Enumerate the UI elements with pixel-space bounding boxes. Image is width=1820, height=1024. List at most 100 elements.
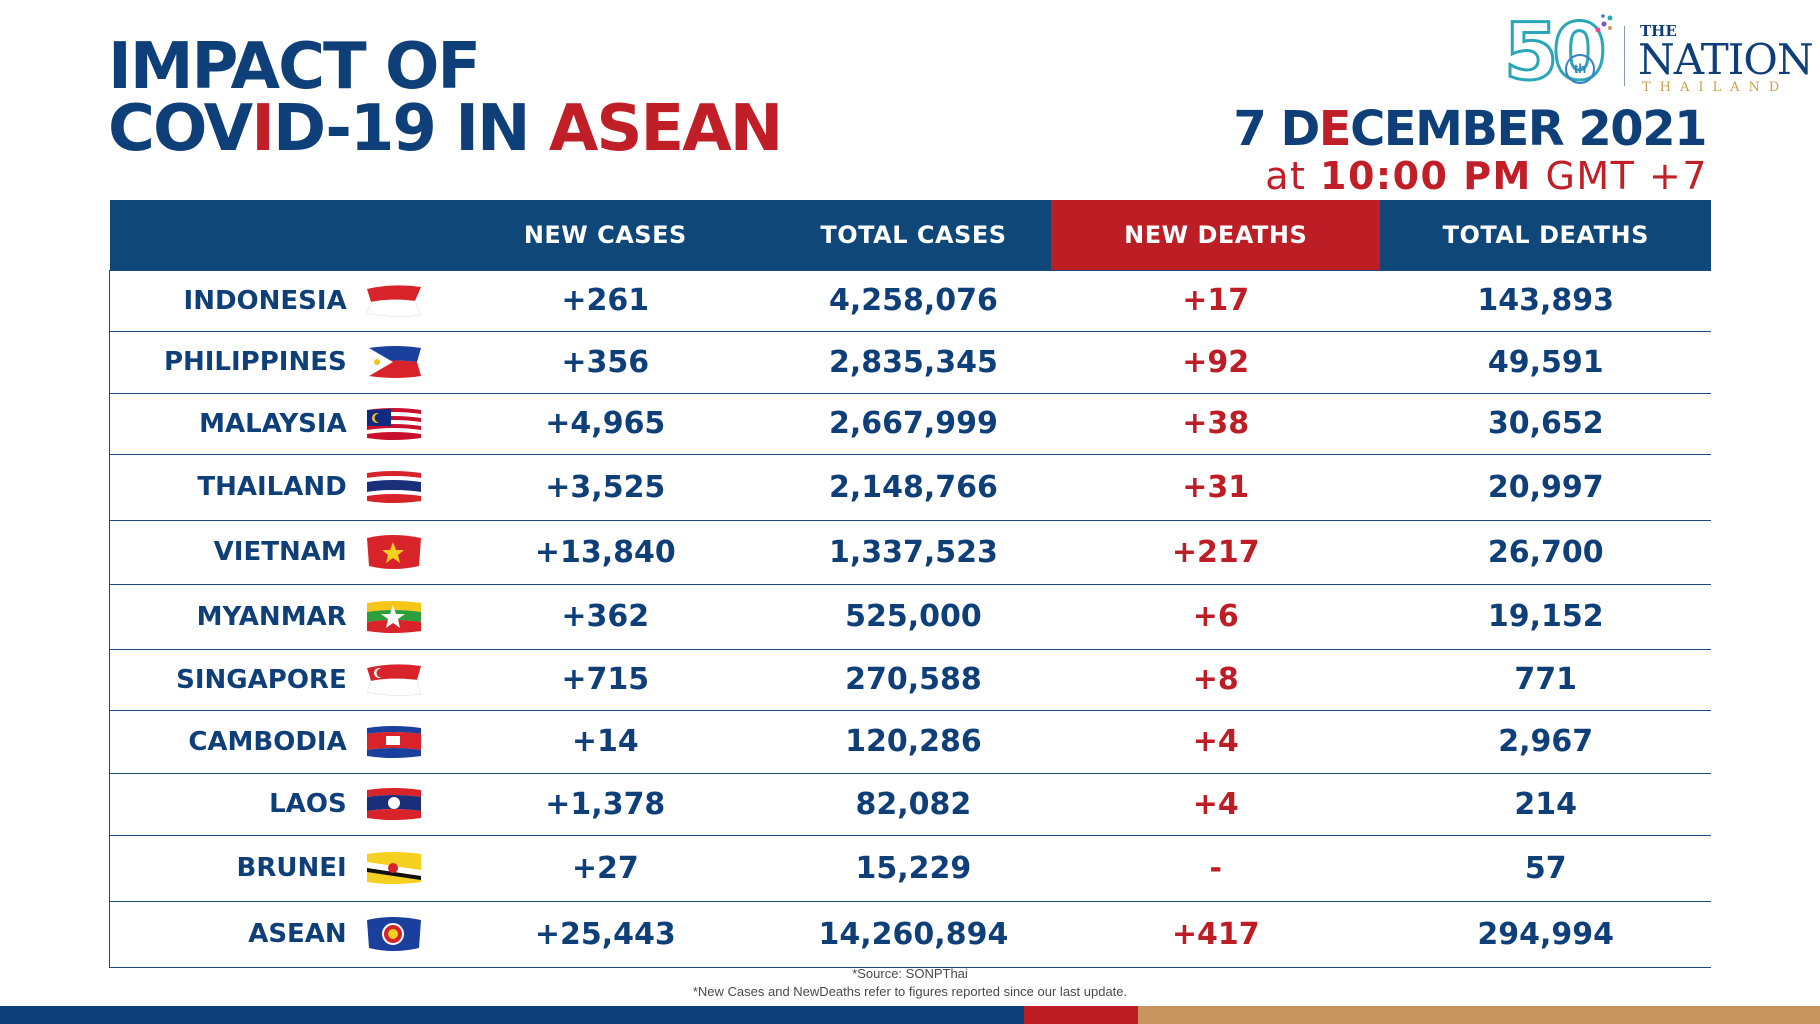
total-deaths-cell: 57	[1380, 834, 1711, 902]
table-row: BRUNEI +27 15,229-57	[108, 834, 1711, 902]
total-cases-cell: 1,337,523	[775, 519, 1051, 585]
report-time: at 10:00 PM GMT +7	[1265, 154, 1708, 198]
table-row: CAMBODIA +14 120,286 +4 2,967	[108, 709, 1711, 774]
report-date: 7 DECEMBER 2021	[1233, 101, 1707, 157]
title-line-2: COVID-19 IN ASEAN	[108, 97, 783, 161]
new-cases-cell: +27	[434, 834, 776, 902]
fifty-anniversary-mark: 50	[1503, 8, 1609, 98]
country-name: CAMBODIA	[188, 726, 347, 757]
title-line-1: IMPACT OF	[108, 30, 481, 104]
footer-bar-blue	[0, 1006, 1024, 1024]
new-cases-cell: +356	[434, 330, 776, 394]
country-name: BRUNEI	[236, 853, 347, 883]
table-row: THAILAND +3,525 2,148,766 +31 20,997	[108, 453, 1711, 521]
title-accent-letter: I	[251, 92, 275, 166]
brunei-flag-icon	[366, 852, 421, 884]
total-deaths-cell: 30,652	[1380, 392, 1711, 455]
new-cases-cell: +1,378	[434, 772, 776, 836]
title-asean: ASEAN	[548, 92, 783, 166]
new-deaths-cell: -	[1050, 834, 1381, 902]
country-cell: VIETNAM	[108, 519, 435, 585]
country-name: THAILAND	[197, 472, 347, 502]
date-part: 7 D	[1233, 101, 1320, 157]
date-accent-letter: E	[1318, 101, 1352, 157]
footer-bar-gold	[1138, 1006, 1820, 1024]
new-deaths-cell: +6	[1050, 583, 1381, 650]
total-cases-cell: 2,148,766	[775, 453, 1051, 521]
table-row: MALAYSIA +4,965 2,667,999 +38 30,652	[108, 392, 1711, 455]
total-deaths-cell: 2,967	[1380, 709, 1711, 774]
philippines-flag-icon	[368, 346, 421, 378]
table-row: MYANMAR +362 525,000 +6 19,152	[108, 583, 1711, 650]
new-deaths-cell: +417	[1050, 900, 1381, 968]
total-deaths-cell: 19,152	[1380, 583, 1711, 650]
table-row: VIETNAM +13,840 1,337,523 +217 26,700	[108, 519, 1711, 585]
header-new-cases: NEW CASES	[434, 200, 776, 270]
total-deaths-cell: 214	[1380, 772, 1711, 836]
confetti-dots-icon	[1595, 14, 1613, 33]
country-name: ASEAN	[248, 919, 347, 949]
footer-bar-red	[1024, 1006, 1138, 1024]
country-cell: INDONESIA	[108, 269, 435, 332]
table-row: SINGAPORE +715 270,588 +8 771	[108, 648, 1711, 711]
country-cell: PHILIPPINES	[108, 330, 435, 394]
new-cases-cell: +13,840	[434, 519, 776, 585]
country-cell: CAMBODIA	[108, 709, 435, 774]
country-cell: BRUNEI	[108, 834, 435, 902]
laos-flag-icon	[366, 788, 421, 820]
country-name: MALAYSIA	[199, 408, 347, 439]
total-deaths-cell: 20,997	[1380, 453, 1711, 521]
new-deaths-cell: +8	[1050, 648, 1381, 711]
cambodia-flag-icon	[366, 725, 421, 758]
total-deaths-cell: 771	[1380, 648, 1711, 711]
logo-divider	[1624, 26, 1625, 86]
total-cases-cell: 15,229	[775, 834, 1051, 902]
title-part: D-19 IN	[273, 92, 549, 166]
asean-flag-icon	[366, 917, 421, 951]
total-cases-cell: 14,260,894	[775, 900, 1051, 968]
new-cases-cell: +14	[434, 709, 776, 774]
singapore-flag-icon	[366, 663, 422, 696]
country-cell: MALAYSIA	[108, 392, 435, 455]
new-deaths-cell: +38	[1050, 392, 1381, 455]
covid-stats-table: NEW CASES TOTAL CASES NEW DEATHS TOTAL D…	[108, 200, 1711, 968]
total-deaths-cell: 49,591	[1380, 330, 1711, 394]
total-deaths-cell: 26,700	[1380, 519, 1711, 585]
time-value: 10:00 PM	[1320, 154, 1532, 198]
new-cases-cell: +25,443	[434, 900, 776, 968]
total-cases-cell: 82,082	[775, 772, 1051, 836]
new-deaths-cell: +17	[1050, 269, 1381, 332]
new-cases-cell: +4,965	[434, 392, 776, 455]
logo-nation: NATION	[1638, 35, 1814, 84]
new-cases-cell: +715	[434, 648, 776, 711]
header-country	[109, 200, 435, 270]
header-total-deaths: TOTAL DEATHS	[1380, 200, 1711, 270]
country-cell: THAILAND	[108, 453, 435, 521]
myanmar-flag-icon	[366, 600, 421, 633]
new-deaths-cell: +31	[1050, 453, 1381, 521]
country-name: SINGAPORE	[176, 664, 347, 695]
page-title: IMPACT OF COVID-19 IN ASEAN	[108, 30, 783, 161]
total-cases-cell: 4,258,076	[775, 269, 1051, 332]
new-deaths-cell: +217	[1050, 519, 1381, 585]
vietnam-flag-icon	[366, 535, 421, 569]
new-cases-cell: +261	[434, 269, 776, 332]
country-name: PHILIPPINES	[163, 347, 347, 377]
malaysia-flag-icon	[366, 407, 421, 440]
header-total-cases: TOTAL CASES	[775, 200, 1051, 270]
country-name: LAOS	[269, 789, 347, 819]
total-deaths-cell: 294,994	[1380, 900, 1711, 968]
new-deaths-cell: +4	[1050, 709, 1381, 774]
total-deaths-cell: 143,893	[1380, 269, 1711, 332]
time-prefix: at	[1265, 154, 1321, 198]
footnote: *New Cases and NewDeaths refer to figure…	[692, 984, 1128, 999]
country-cell: ASEAN	[108, 900, 435, 968]
country-cell: LAOS	[108, 772, 435, 836]
country-name: MYANMAR	[196, 601, 347, 632]
country-name: VIETNAM	[213, 537, 347, 567]
date-part: CEMBER 2021	[1350, 101, 1707, 157]
table-row: LAOS +1,378 82,082 +4 214	[108, 772, 1711, 836]
table-row: ASEAN +25,443 14,260,894 +417 294,994	[108, 900, 1711, 968]
total-cases-cell: 270,588	[775, 648, 1051, 711]
indonesia-flag-icon	[366, 284, 422, 317]
